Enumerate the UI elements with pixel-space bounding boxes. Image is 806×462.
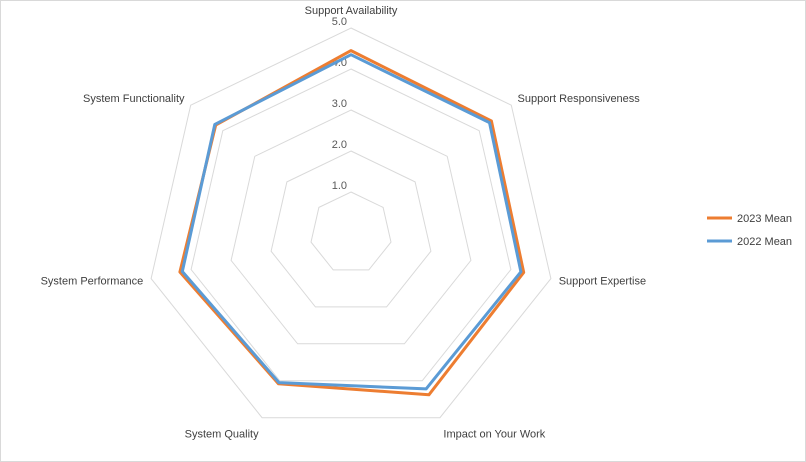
axis-label: Support Expertise xyxy=(559,275,646,287)
grid-ring-2 xyxy=(270,150,432,308)
legend-label: 2023 Mean xyxy=(737,213,792,225)
grid-ring-5 xyxy=(150,27,552,419)
data-point xyxy=(349,53,353,56)
axis-label: Support Availability xyxy=(305,5,398,17)
grid-ring-3 xyxy=(230,109,472,345)
tick-label: 1.0 xyxy=(332,180,347,192)
legend: 2023 Mean 2022 Mean xyxy=(707,213,792,248)
axis-label: Support Responsiveness xyxy=(518,93,641,105)
grid-ring-1 xyxy=(310,191,392,271)
data-point xyxy=(181,270,184,273)
series-2 xyxy=(180,53,523,391)
axis-label: System Quality xyxy=(185,429,259,441)
tick-label: 5.0 xyxy=(332,16,347,28)
legend-label: 2022 Mean xyxy=(737,236,792,248)
axis-label: Impact on Your Work xyxy=(443,429,545,441)
series xyxy=(178,49,526,397)
data-point xyxy=(277,381,281,384)
data-point xyxy=(427,393,431,396)
legend-entry: 2022 Mean xyxy=(707,236,792,248)
data-point xyxy=(488,121,491,124)
axis-labels: Support Availability Support Responsivene… xyxy=(41,5,647,441)
data-point xyxy=(522,271,525,274)
data-point xyxy=(213,123,216,126)
series-line xyxy=(180,53,523,391)
axis-label: System Functionality xyxy=(83,93,185,105)
data-point xyxy=(490,119,493,123)
axis-label: System Performance xyxy=(41,275,144,287)
tick-label: 2.0 xyxy=(332,139,347,151)
grid-ring-4 xyxy=(190,68,512,382)
tick-label: 3.0 xyxy=(332,98,347,110)
tick-labels: 1.02.03.04.05.0 xyxy=(332,16,347,192)
grid xyxy=(150,27,552,419)
data-point xyxy=(424,387,428,391)
legend-entry: 2023 Mean xyxy=(707,213,792,225)
data-point xyxy=(519,270,523,273)
series-line xyxy=(178,49,526,397)
data-point xyxy=(178,270,182,274)
data-point xyxy=(349,49,353,52)
